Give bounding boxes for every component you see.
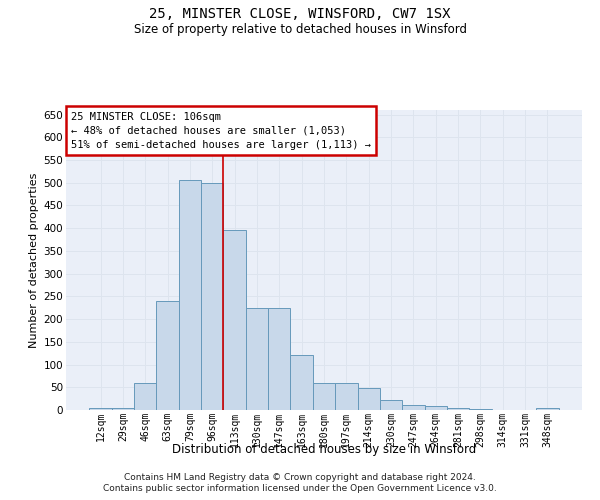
Text: 25, MINSTER CLOSE, WINSFORD, CW7 1SX: 25, MINSTER CLOSE, WINSFORD, CW7 1SX <box>149 8 451 22</box>
Bar <box>157 301 179 410</box>
Bar <box>358 388 380 410</box>
Text: Size of property relative to detached houses in Winsford: Size of property relative to detached ho… <box>133 22 467 36</box>
Bar <box>134 382 157 410</box>
Text: 25 MINSTER CLOSE: 106sqm
← 48% of detached houses are smaller (1,053)
51% of sem: 25 MINSTER CLOSE: 106sqm ← 48% of detach… <box>71 112 371 150</box>
Bar <box>469 409 491 410</box>
Bar <box>112 408 134 410</box>
Text: Contains public sector information licensed under the Open Government Licence v3: Contains public sector information licen… <box>103 484 497 493</box>
Bar <box>179 180 201 410</box>
Bar <box>536 408 559 410</box>
Bar <box>246 308 268 410</box>
Bar <box>268 308 290 410</box>
Bar <box>447 408 469 410</box>
Bar <box>402 406 425 410</box>
Bar <box>223 230 246 410</box>
Bar <box>380 400 402 410</box>
Bar <box>313 382 335 410</box>
Bar <box>201 182 223 410</box>
Y-axis label: Number of detached properties: Number of detached properties <box>29 172 40 348</box>
Bar <box>290 356 313 410</box>
Bar <box>335 382 358 410</box>
Text: Distribution of detached houses by size in Winsford: Distribution of detached houses by size … <box>172 442 476 456</box>
Text: Contains HM Land Registry data © Crown copyright and database right 2024.: Contains HM Land Registry data © Crown c… <box>124 472 476 482</box>
Bar <box>89 408 112 410</box>
Bar <box>425 406 447 410</box>
